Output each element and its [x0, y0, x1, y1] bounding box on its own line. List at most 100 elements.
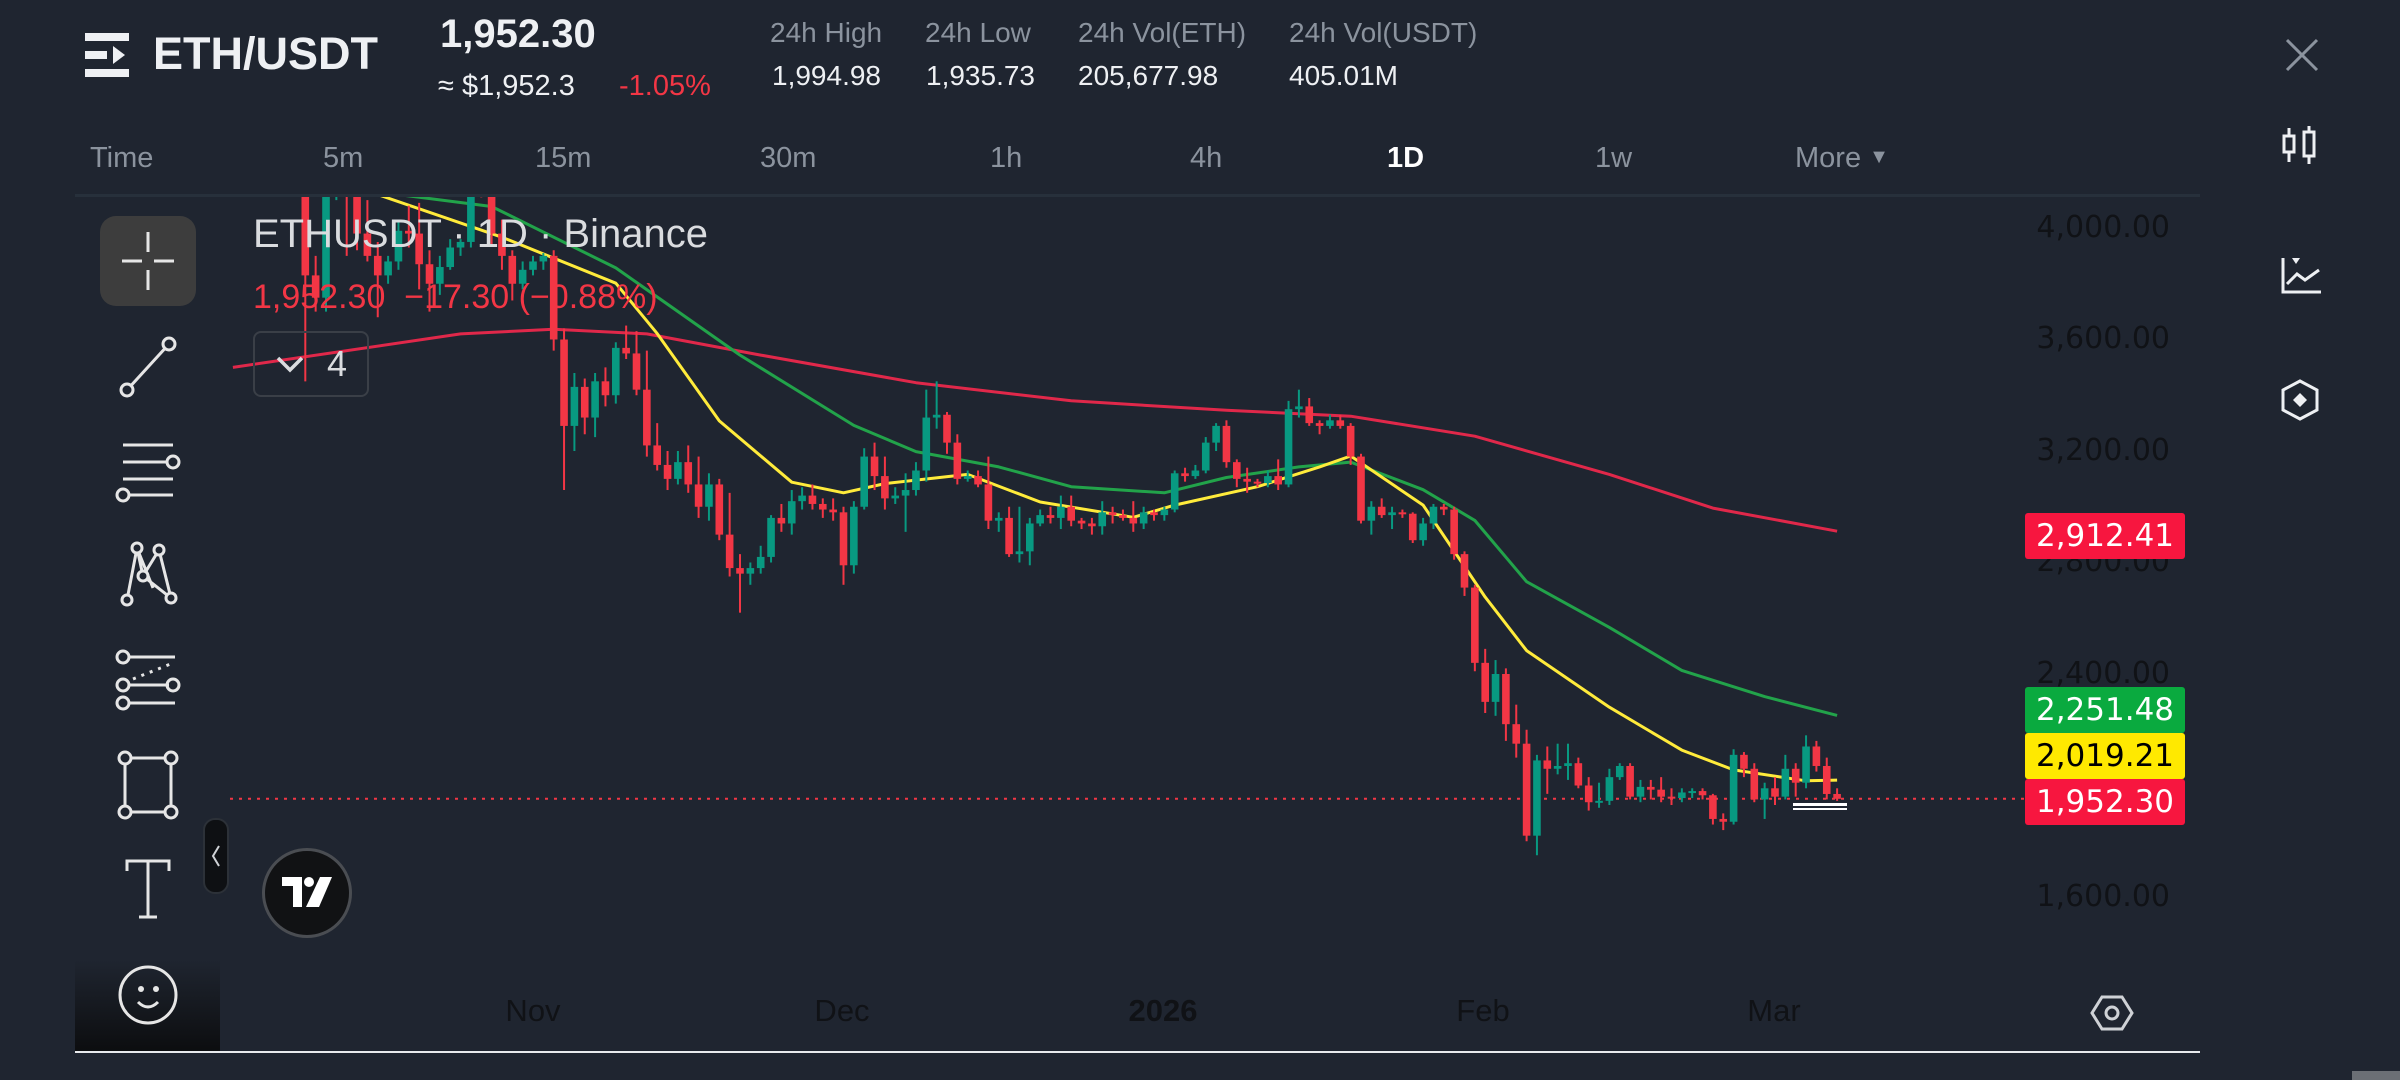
candle-body	[498, 233, 506, 256]
tradingview-logo[interactable]	[262, 848, 352, 938]
candle-body	[311, 275, 320, 298]
horizontal-lines-icon	[115, 443, 181, 503]
tab-30m[interactable]: 30m	[760, 142, 817, 174]
close-icon[interactable]	[2277, 30, 2327, 80]
candle-body	[1264, 476, 1272, 484]
fib-tool[interactable]	[100, 635, 196, 725]
candle-body	[508, 255, 517, 284]
candle-body	[839, 512, 848, 566]
candle-body	[870, 456, 879, 477]
divider	[75, 194, 2200, 197]
tab-1h[interactable]: 1h	[990, 142, 1023, 174]
candle-body	[891, 495, 900, 499]
candle-body	[901, 490, 910, 496]
indicators-toggle-button[interactable]: 4	[253, 331, 369, 397]
collapse-toolbar-handle[interactable]	[203, 818, 229, 894]
text-icon	[125, 859, 171, 919]
more-label: More	[1795, 142, 1862, 174]
tab-5m[interactable]: 5m	[323, 142, 364, 174]
candle-body	[922, 417, 931, 471]
pair-title[interactable]: ETH/USDT	[153, 28, 378, 79]
candle-body	[1388, 512, 1396, 516]
candle-body	[1719, 818, 1728, 822]
candle-body	[1036, 515, 1044, 524]
text-tool[interactable]	[100, 845, 196, 935]
candle-body	[787, 501, 796, 524]
candle-body	[984, 484, 993, 521]
candle-body	[674, 462, 682, 479]
tab-time[interactable]: Time	[90, 142, 154, 174]
candle-body	[643, 389, 651, 446]
chevron-down-icon	[276, 356, 304, 373]
crosshair-tool[interactable]	[100, 216, 196, 306]
trend-line-tool[interactable]	[100, 322, 196, 412]
candle-body	[777, 517, 786, 524]
candle-body	[725, 534, 734, 569]
candle-body	[1812, 746, 1821, 766]
candle-body	[1057, 506, 1065, 518]
candle-body	[684, 462, 693, 485]
last-price: 1,952.30	[440, 12, 596, 56]
tab-15m[interactable]: 15m	[535, 142, 592, 174]
candle-body	[1295, 406, 1303, 410]
fibonacci-icon	[115, 649, 181, 711]
candle-body	[819, 503, 827, 510]
candle-body	[653, 445, 661, 465]
candle-body	[1760, 788, 1769, 800]
candle-body	[1450, 509, 1458, 555]
candle-body	[860, 456, 868, 507]
emoji-tool[interactable]	[100, 950, 196, 1040]
candle-body	[1377, 506, 1386, 516]
pattern-tool[interactable]	[100, 528, 196, 618]
candle-body	[1502, 674, 1510, 725]
candle-body	[477, 183, 485, 194]
candle-body	[1564, 763, 1572, 766]
candle-body	[1771, 788, 1779, 797]
candle-body	[1657, 789, 1665, 797]
candle-body	[1336, 420, 1345, 426]
moving-average-line-2	[380, 197, 1838, 783]
hexagon-icon[interactable]	[2275, 375, 2325, 425]
scroll-indicator[interactable]	[2352, 1071, 2400, 1080]
candle-body	[291, 125, 299, 131]
candle-body	[487, 197, 496, 234]
tab-1d[interactable]: 1D	[1387, 142, 1425, 174]
candle-body	[736, 568, 744, 574]
candle-body	[322, 197, 330, 298]
candle-body	[1046, 515, 1055, 518]
menu-arrow-icon[interactable]	[85, 33, 133, 77]
tab-4h[interactable]: 4h	[1190, 142, 1223, 174]
candle-body	[1833, 793, 1841, 799]
y-tick: 3,600.00	[2036, 321, 2170, 356]
candle-body	[1357, 456, 1365, 521]
candle-body	[1408, 513, 1417, 541]
candle-body	[353, 197, 361, 234]
tab-1w[interactable]: 1w	[1595, 142, 1633, 174]
candle-body	[912, 470, 920, 491]
stat-24h-high-value: 1,994.98	[772, 60, 881, 91]
line-chart-icon[interactable]	[2275, 250, 2325, 300]
ma-green-price-badge: 2,251.48	[2025, 687, 2185, 733]
candle-body	[1201, 442, 1210, 471]
chart-settings-icon[interactable]	[2090, 993, 2134, 1033]
candle-body	[612, 347, 620, 396]
indicator-count: 4	[326, 343, 348, 384]
x-tick: Dec	[814, 993, 870, 1028]
x-tick: Nov	[505, 993, 561, 1028]
candle-body	[798, 495, 806, 502]
candle-body	[756, 556, 765, 569]
candle-body	[1150, 512, 1158, 516]
candle-body	[1181, 473, 1189, 477]
tab-more[interactable]: More ▼	[1795, 142, 1889, 175]
x-tick: Feb	[1456, 993, 1510, 1028]
candle-body	[1233, 462, 1241, 479]
trend-line-icon	[119, 336, 177, 398]
horizontal-lines-tool[interactable]	[100, 425, 196, 515]
candle-body	[1398, 512, 1407, 515]
candle-body	[622, 347, 630, 354]
moving-average-line-1	[405, 197, 1838, 717]
candle-body	[384, 261, 392, 276]
rectangle-tool[interactable]	[100, 740, 196, 830]
candlestick-icon[interactable]	[2275, 120, 2325, 170]
